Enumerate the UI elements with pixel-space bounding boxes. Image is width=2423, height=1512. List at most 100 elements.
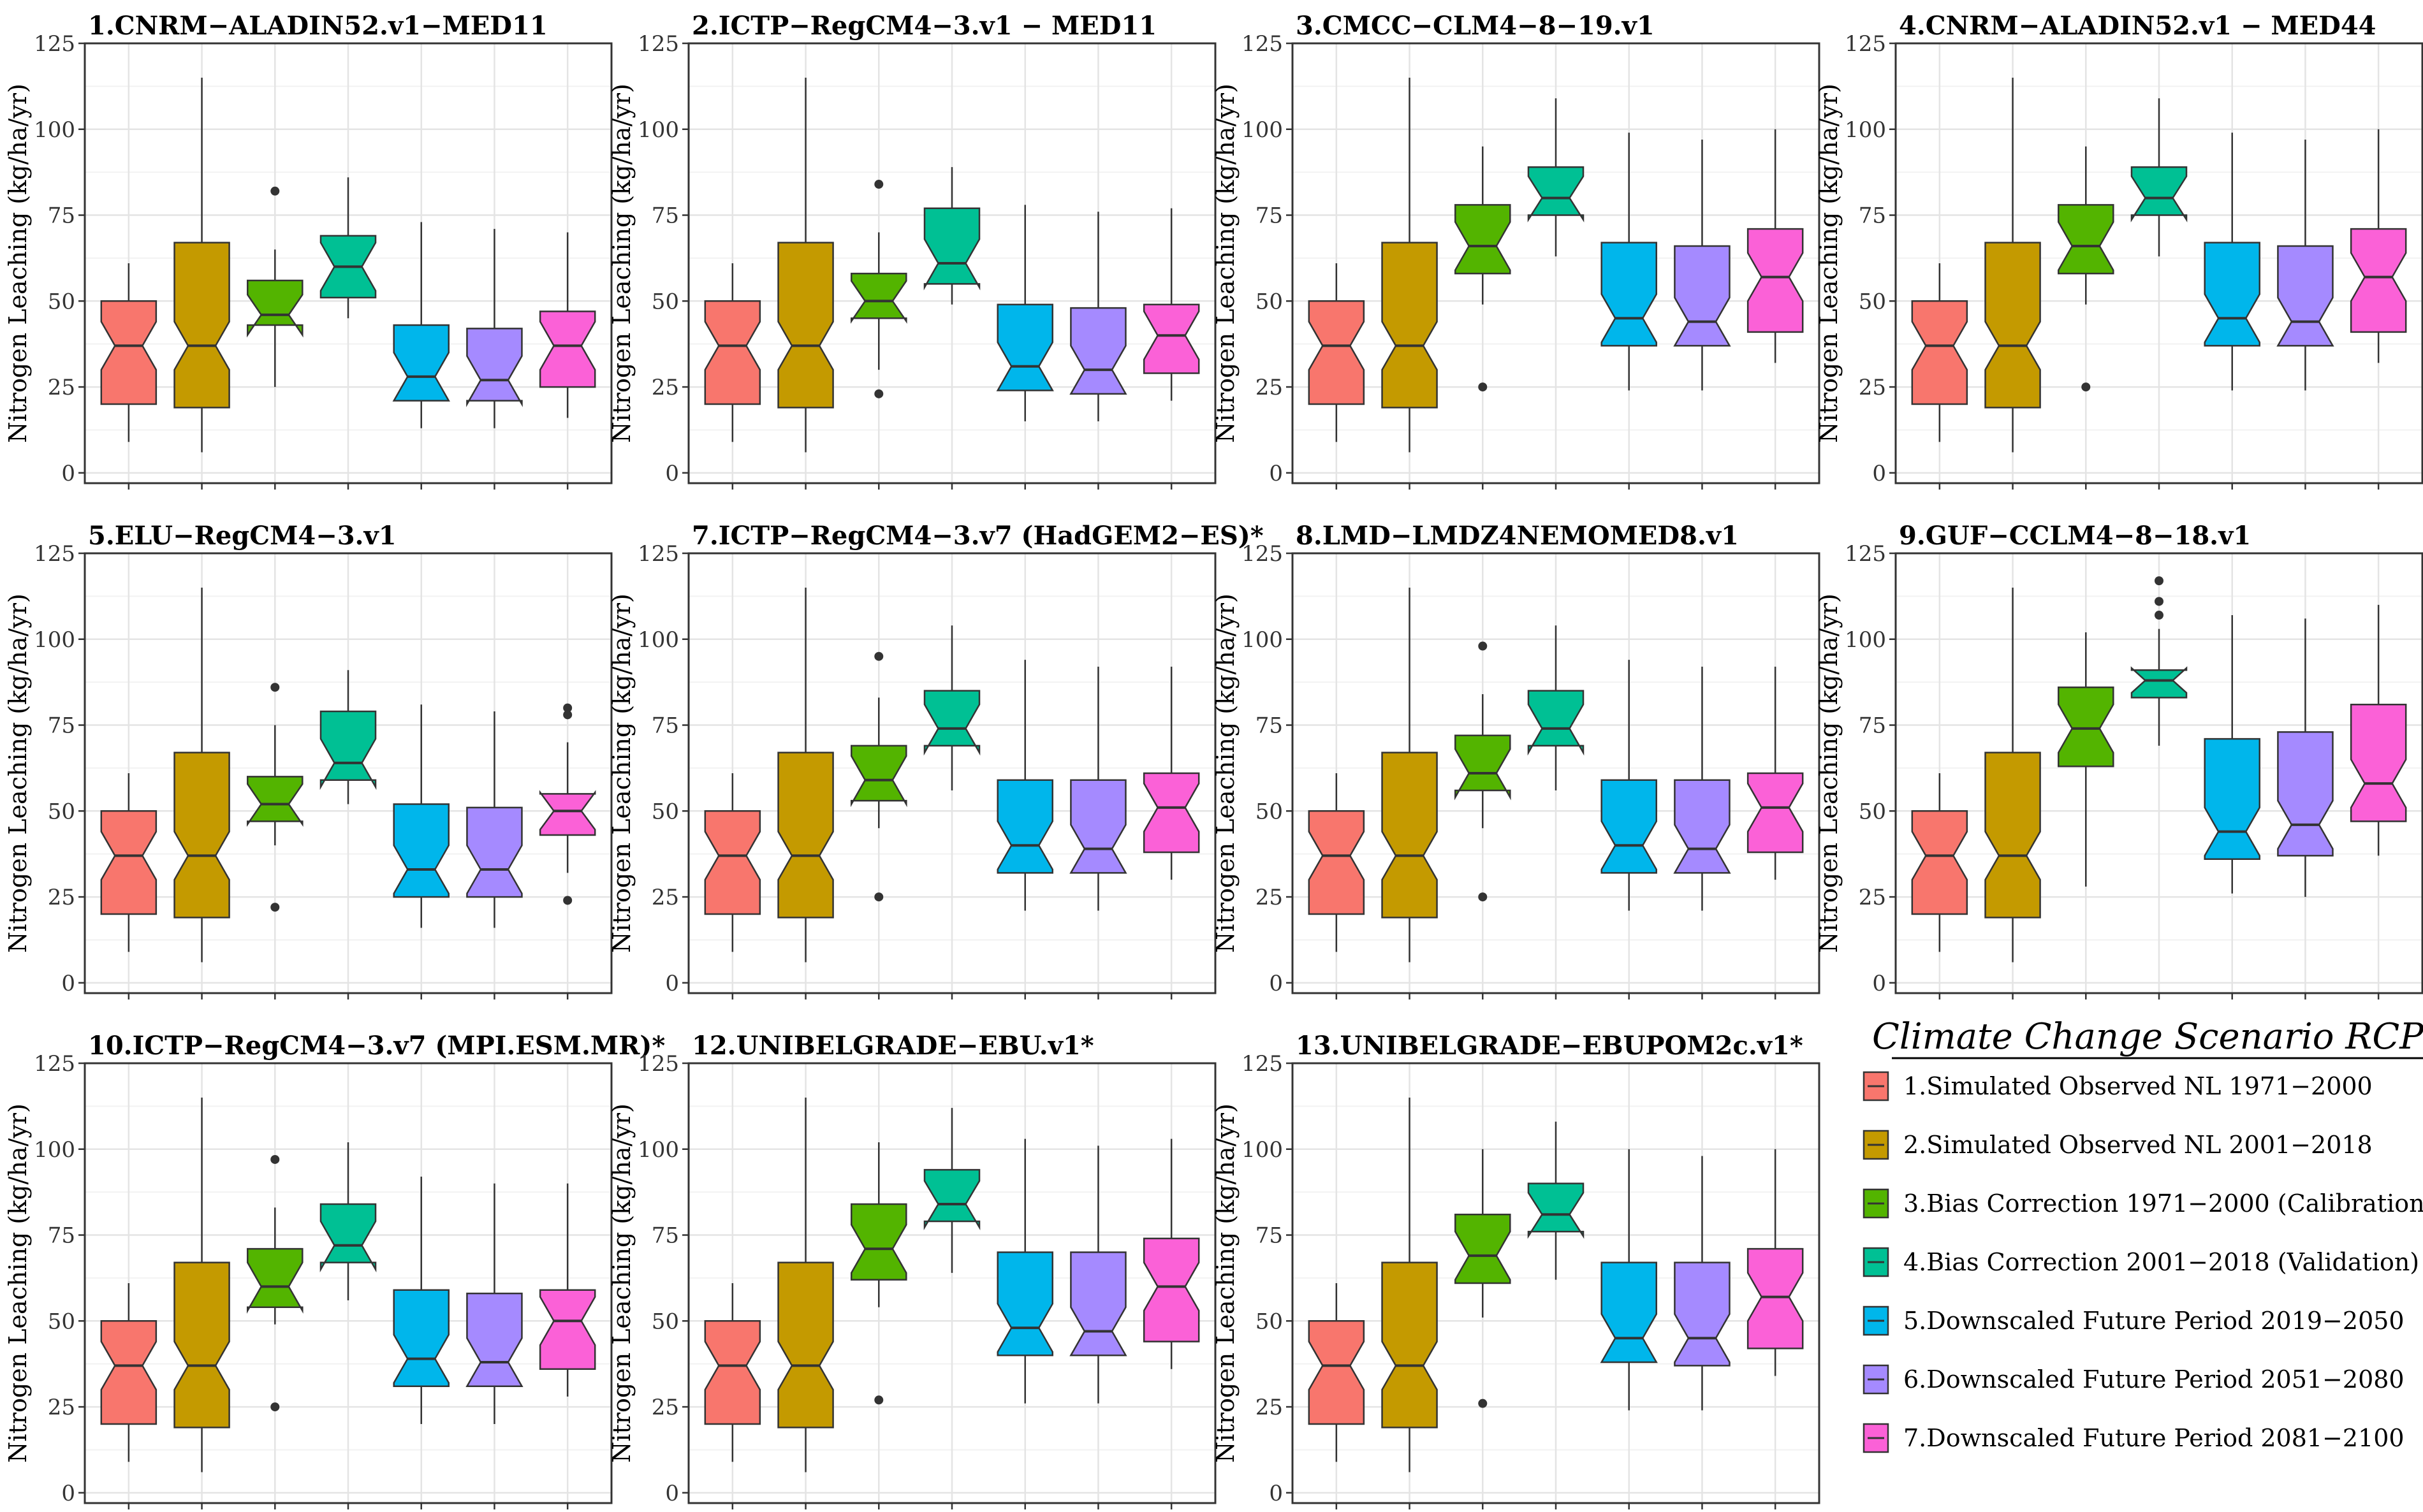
box-body (1308, 300, 1365, 405)
panel-title: 13.UNIBELGRADE−EBUPOM2c.v1* (1296, 1031, 1803, 1061)
panel-7: 8.LMD−LMDZ4NEMOMED8.v1 0 25 50 75 100 125Nitro… (1212, 521, 1820, 1000)
box-7 (1746, 129, 1804, 363)
outlier-point (1478, 1399, 1488, 1408)
box-body (173, 752, 230, 919)
y-tick-label: 50 (1255, 1309, 1283, 1334)
box-4 (1527, 625, 1585, 790)
legend-entry-4: 4.Bias Correction 2001−2018 (Validation) (1863, 1247, 2419, 1277)
outlier-point (874, 892, 884, 902)
box-6 (2277, 618, 2334, 898)
box-2 (173, 1097, 230, 1472)
y-tick-label: 100 (34, 1137, 75, 1163)
box-5 (1600, 1149, 1658, 1411)
box-2 (173, 77, 230, 453)
box-1 (704, 773, 761, 952)
panel-title: 7.ICTP−RegCM4−3.v7 (HadGEM2−ES)* (692, 521, 1264, 551)
box-body (319, 1203, 377, 1273)
box-body (1911, 810, 1968, 915)
box-body (1527, 690, 1585, 756)
legend-entry-5: 5.Downscaled Future Period 2019−2050 (1863, 1305, 2405, 1336)
box-5 (393, 704, 450, 928)
y-axis-label: Nitrogen Leaching (kg/ha/yr) (1212, 1103, 1240, 1463)
y-tick-label: 125 (34, 1051, 75, 1077)
box-body (1381, 1261, 1438, 1428)
box-body (1454, 734, 1511, 801)
legend-entry-7: 7.Downscaled Future Period 2081−2100 (1863, 1423, 2405, 1453)
box-body (851, 1203, 907, 1281)
box-6 (1069, 1145, 1127, 1404)
box-5 (997, 1138, 1053, 1404)
box-body (2058, 204, 2114, 275)
box-body (465, 1292, 523, 1387)
plot-border (1291, 552, 1820, 994)
box-4 (2130, 576, 2188, 746)
box-2 (777, 77, 834, 453)
box-body (1143, 303, 1200, 374)
box-body (173, 1261, 230, 1428)
box-body (777, 1261, 834, 1428)
y-tick-label: 100 (34, 627, 75, 653)
y-tick-label: 25 (1255, 375, 1283, 400)
y-tick-label: 50 (1859, 799, 1886, 824)
panel-6: 7.ICTP−RegCM4−3.v7 (HadGEM2−ES)* 0 25 50 75 1… (608, 521, 1264, 1000)
box-4 (923, 167, 981, 305)
y-tick-label: 25 (48, 1395, 75, 1420)
outlier-point (1478, 641, 1488, 651)
box-body (247, 279, 304, 338)
box-7 (2350, 604, 2407, 856)
legend-label: 5.Downscaled Future Period 2019−2050 (1903, 1307, 2405, 1335)
box-body (173, 242, 230, 409)
box-body (2350, 228, 2407, 333)
box-body (777, 752, 834, 919)
box-1 (100, 1283, 157, 1462)
box-body (100, 810, 157, 915)
outlier-point (270, 186, 280, 196)
box-body (704, 1320, 761, 1425)
box-body (851, 272, 907, 324)
outlier-point (874, 651, 884, 661)
box-5 (1600, 660, 1657, 911)
box-5 (1600, 133, 1657, 391)
box-6 (466, 711, 523, 928)
y-tick-label: 100 (1241, 1137, 1283, 1163)
box-body (2276, 245, 2334, 347)
box-4 (319, 177, 377, 319)
box-5 (2204, 615, 2260, 894)
y-tick-label: 50 (652, 1309, 679, 1334)
box-body (393, 1289, 450, 1387)
y-axis-label: Nitrogen Leaching (kg/ha/yr) (4, 1103, 32, 1463)
box-1 (704, 1283, 761, 1462)
box-2 (1381, 1097, 1438, 1472)
box-2 (777, 1097, 834, 1472)
box-3 (851, 180, 907, 398)
box-body (1069, 779, 1127, 874)
box-1 (1911, 773, 1968, 952)
panel-3: 3.CMCC−CLM4−8−19.v1 0 25 50 75 100 125 Nitrogen… (1212, 11, 1820, 490)
y-tick-label: 75 (1255, 203, 1283, 229)
box-body (1454, 204, 1511, 275)
legend-entry-3: 3.Bias Correction 1971−2000 (Calibration… (1863, 1188, 2423, 1219)
box-body (1527, 1182, 1585, 1239)
box-body (1673, 245, 1731, 347)
box-body (1746, 1247, 1804, 1349)
box-5 (997, 660, 1053, 911)
plot-border (1894, 552, 2423, 994)
legend-entry-2: 2.Simulated Observed NL 2001−2018 (1863, 1130, 2373, 1160)
box-7 (1746, 1149, 1804, 1376)
box-4 (1527, 98, 1585, 257)
box-4 (2130, 98, 2188, 257)
box-body (1600, 242, 1657, 347)
y-tick-label: 75 (652, 1223, 679, 1249)
outlier-point (2081, 382, 2091, 392)
panel-10: 12.UNIBELGRADE−EBU.v1* 0 25 50 75 100 125Nitro… (608, 1031, 1217, 1509)
y-tick-label: 25 (48, 375, 75, 400)
box-3 (2058, 632, 2114, 887)
y-tick-label: 125 (638, 541, 679, 567)
box-5 (392, 222, 450, 428)
box-body (1143, 772, 1200, 854)
y-tick-label: 125 (638, 31, 679, 57)
box-body (539, 1289, 596, 1370)
y-axis-label: Nitrogen Leaching (kg/ha/yr) (1212, 84, 1240, 443)
panel-9: 10.ICTP−RegCM4−3.v7 (MPI.ESM.MR)* 0 25 50 75… (4, 1031, 665, 1509)
y-tick-label: 25 (652, 375, 679, 400)
